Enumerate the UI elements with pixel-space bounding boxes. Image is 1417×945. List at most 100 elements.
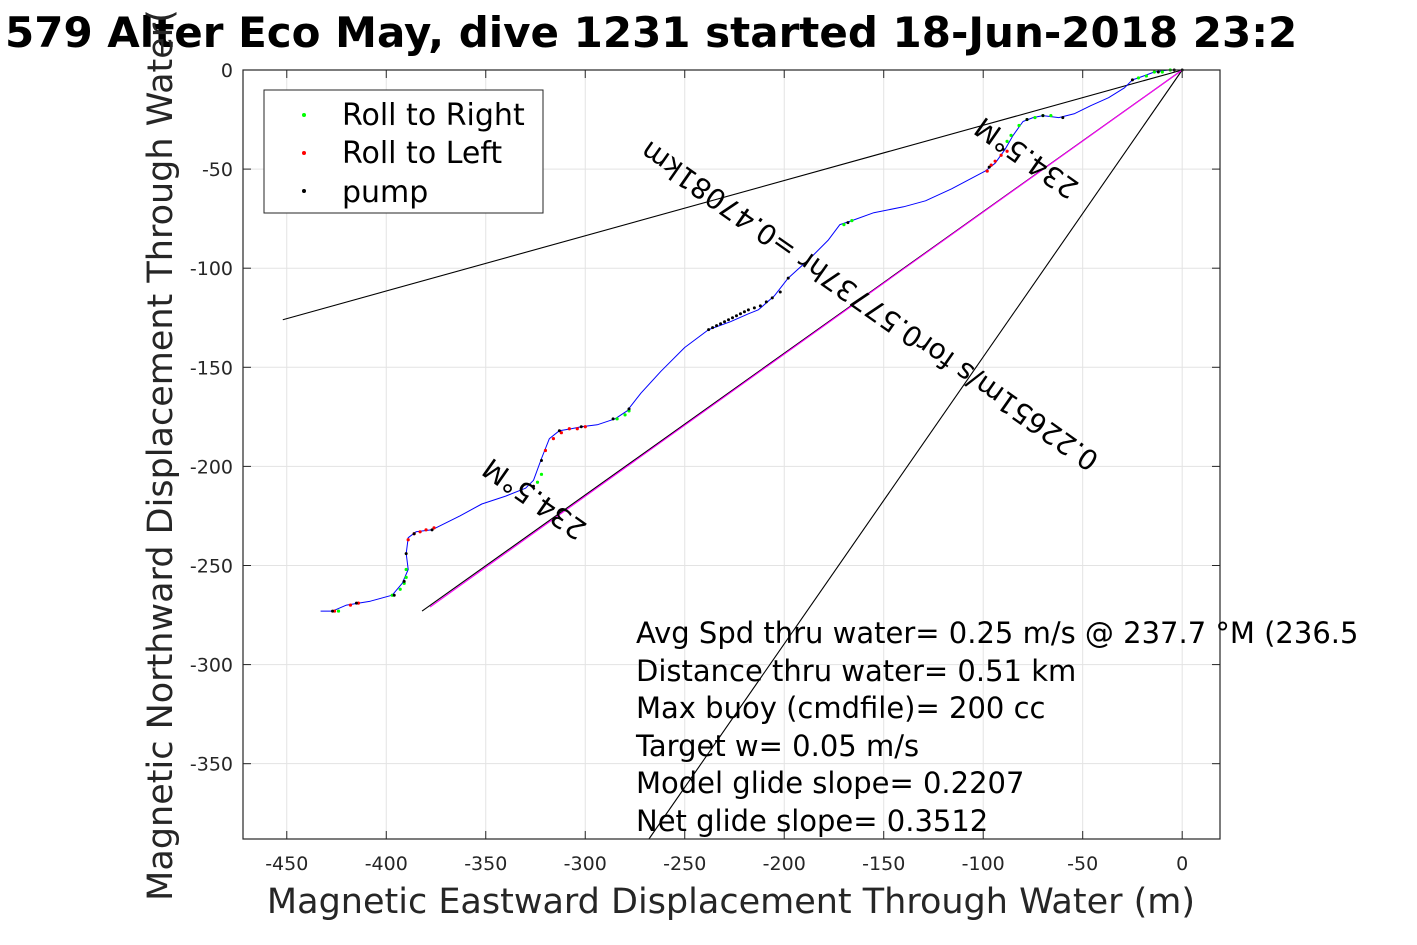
roll-right-point (1160, 70, 1164, 74)
pump-point (331, 609, 335, 613)
roll-right-point (1005, 139, 1009, 143)
roll-right-point (615, 417, 619, 421)
roll-right-point (850, 219, 854, 223)
roll-left-point (543, 448, 548, 453)
pump-point (746, 308, 750, 312)
y-tick-label: -200 (190, 456, 233, 478)
pump-point (752, 306, 756, 310)
x-tick-label: -100 (962, 853, 1005, 875)
roll-left-point (993, 159, 997, 163)
roll-right-point (1009, 133, 1013, 138)
pump-point (778, 290, 782, 294)
roll-left-point (348, 603, 353, 607)
roll-left-point (559, 431, 563, 435)
markers (331, 68, 1184, 613)
roll-right-point (404, 567, 408, 572)
plot-frame (242, 69, 1221, 840)
reference-lines (282, 69, 1183, 840)
roll-left-point (418, 530, 422, 534)
x-tick-label: 0 (1176, 853, 1188, 875)
pump-point (532, 484, 536, 488)
roll-left-point (1005, 149, 1009, 153)
roll-right-point (1144, 74, 1148, 78)
x-tick-label: -200 (763, 853, 806, 875)
info-box: Avg Spd thru water= 0.25 m/s @ 237.7 °M … (635, 616, 1358, 838)
pump-point (392, 593, 396, 597)
pump-point (611, 417, 615, 421)
y-tick-label: -50 (202, 159, 233, 181)
roll-right-point (336, 609, 341, 613)
legend-label-roll-right: Roll to Right (342, 98, 525, 133)
info-net-glide-slope: Net glide slope= 0.3512 (636, 804, 988, 838)
pump-point (711, 326, 715, 330)
x-tick-label: -50 (1067, 853, 1098, 875)
roll-left-point (424, 528, 428, 532)
pump-point (354, 601, 358, 605)
info-distance: Distance thru water= 0.51 km (636, 654, 1076, 688)
roll-left-point (567, 427, 571, 431)
pump-point (727, 318, 731, 322)
pump-point (1061, 116, 1065, 120)
upper-heading-line (282, 69, 1183, 321)
pump-point (723, 320, 727, 324)
x-tick-label: -350 (464, 853, 507, 875)
pump-point (539, 458, 543, 462)
pump-point (764, 300, 768, 304)
roll-left-point (985, 169, 989, 173)
pump-point (770, 296, 774, 300)
y-tick-label: -300 (190, 655, 233, 677)
pump-point (1001, 147, 1005, 151)
x-tick-label: -150 (862, 853, 905, 875)
roll-right-point (1017, 123, 1021, 128)
pump-point (627, 407, 631, 411)
roll-left-point (432, 526, 436, 530)
roll-right-point (1033, 115, 1037, 120)
y-tick-label: -100 (190, 258, 233, 280)
model-displacement-line (429, 69, 1183, 608)
legend-marker-roll-left (302, 151, 306, 155)
roll-left-point (575, 427, 579, 431)
roll-left-point (999, 153, 1003, 157)
roll-right-point (404, 575, 408, 579)
legend-label-pump: pump (342, 175, 428, 210)
legend-marker-roll-right (302, 113, 306, 117)
pump-point (579, 425, 583, 429)
pump-point (707, 328, 711, 332)
y-axis-label: Magnetic Northward Displacement Through … (141, 9, 181, 901)
info-max-buoy: Max buoy (cmdfile)= 200 cc (636, 691, 1045, 725)
roll-right-point (1136, 76, 1141, 80)
roll-right-point (842, 222, 846, 227)
pump-point (1041, 114, 1045, 118)
pump-point (987, 165, 991, 169)
roll-right-point (535, 480, 540, 484)
pump-point (412, 532, 416, 536)
x-tick-label: -250 (663, 853, 706, 875)
legend-marker-pump (302, 189, 306, 193)
pump-point (402, 579, 406, 583)
pump-point (758, 304, 762, 308)
x-tick-label: -300 (564, 853, 607, 875)
roll-right-point (539, 472, 544, 476)
pump-point (430, 528, 434, 532)
chart-title: 579 Alter Eco May, dive 1231 started 18-… (5, 8, 1297, 57)
pump-point (1025, 118, 1029, 122)
pump-point (734, 314, 738, 318)
y-tick-label: 0 (221, 60, 233, 82)
lower-heading-line (648, 69, 1183, 840)
info-model-glide-slope: Model glide slope= 0.2207 (636, 766, 1024, 800)
roll-left-point (406, 538, 410, 542)
roll-left-point (551, 437, 556, 441)
pump-point (1130, 78, 1134, 82)
pump-point (557, 429, 561, 433)
roll-right-point (1152, 70, 1156, 74)
pump-point (1156, 70, 1160, 74)
info-avg-speed: Avg Spd thru water= 0.25 m/s @ 237.7 °M … (636, 616, 1358, 650)
pump-point (404, 552, 408, 556)
roll-right-point (623, 413, 627, 417)
info-target-w: Target w= 0.05 m/s (635, 729, 919, 763)
roll-right-point (1049, 113, 1053, 118)
roll-right-point (398, 587, 402, 591)
y-tick-label: -350 (190, 754, 233, 776)
x-axis-label: Magnetic Eastward Displacement Through W… (267, 882, 1195, 922)
roll-left-point (583, 425, 587, 429)
